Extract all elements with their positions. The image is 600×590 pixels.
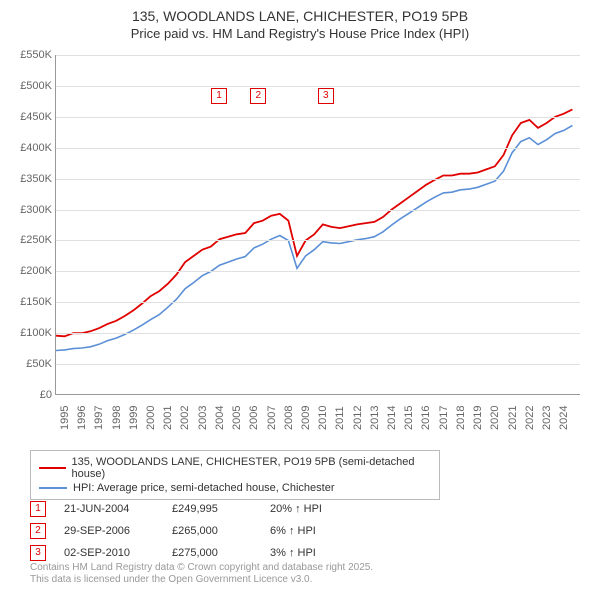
annotation-table: 1 21-JUN-2004 £249,995 20% ↑ HPI 2 29-SEP-200… (30, 498, 360, 564)
xtick-label: 2007 (266, 406, 278, 430)
xtick-label: 2003 (197, 406, 209, 430)
xtick-label: 2015 (403, 406, 415, 430)
legend-swatch (39, 487, 67, 489)
legend-row: HPI: Average price, semi-detached house,… (39, 481, 431, 495)
annotation-note: 6% ↑ HPI (270, 525, 360, 537)
gridline-h (56, 179, 580, 180)
annotation-date: 21-JUN-2004 (64, 503, 154, 515)
annotation-price: £265,000 (172, 525, 252, 537)
ytick-label: £150K (8, 296, 52, 308)
xtick-label: 2010 (317, 406, 329, 430)
ytick-label: £50K (8, 358, 52, 370)
xtick-label: 2011 (334, 406, 346, 430)
footer-attribution: Contains HM Land Registry data © Crown c… (30, 562, 373, 586)
ytick-label: £350K (8, 173, 52, 185)
ytick-label: £250K (8, 234, 52, 246)
gridline-h (56, 117, 580, 118)
gridline-h (56, 55, 580, 56)
xtick-label: 1999 (128, 406, 140, 430)
chart-title-line1: 135, WOODLANDS LANE, CHICHESTER, PO19 5P… (0, 8, 600, 24)
ytick-label: £400K (8, 142, 52, 154)
xtick-label: 2014 (386, 406, 398, 430)
xtick-label: 2022 (524, 406, 536, 430)
gridline-h (56, 210, 580, 211)
chart-lines-svg (56, 55, 581, 395)
xtick-label: 2005 (231, 406, 243, 430)
xtick-label: 2023 (541, 406, 553, 430)
annotation-row: 2 29-SEP-2006 £265,000 6% ↑ HPI (30, 520, 360, 542)
xtick-label: 1995 (59, 406, 71, 430)
ytick-label: £550K (8, 49, 52, 61)
chart-title-line2: Price paid vs. HM Land Registry's House … (0, 26, 600, 41)
ytick-label: £450K (8, 111, 52, 123)
legend-box: 135, WOODLANDS LANE, CHICHESTER, PO19 5P… (30, 450, 440, 500)
series-line (56, 126, 572, 351)
xtick-label: 2001 (162, 406, 174, 430)
xtick-label: 2021 (507, 406, 519, 430)
ytick-label: £100K (8, 327, 52, 339)
chart-plot-area: 1 2 3 (55, 55, 580, 395)
ytick-label: £500K (8, 80, 52, 92)
xtick-label: 2002 (179, 406, 191, 430)
gridline-h (56, 333, 580, 334)
gridline-h (56, 86, 580, 87)
legend-label: HPI: Average price, semi-detached house,… (73, 482, 335, 494)
annotation-row: 1 21-JUN-2004 £249,995 20% ↑ HPI (30, 498, 360, 520)
chart-marker: 1 (211, 88, 227, 104)
xtick-label: 2013 (369, 406, 381, 430)
legend-swatch (39, 467, 66, 469)
ytick-label: £0 (8, 389, 52, 401)
xtick-label: 2000 (145, 406, 157, 430)
annotation-date: 29-SEP-2006 (64, 525, 154, 537)
xtick-label: 2009 (300, 406, 312, 430)
xtick-label: 1997 (93, 406, 105, 430)
xtick-label: 2017 (438, 406, 450, 430)
legend-label: 135, WOODLANDS LANE, CHICHESTER, PO19 5P… (72, 456, 431, 480)
chart-marker: 3 (318, 88, 334, 104)
xtick-label: 2024 (558, 406, 570, 430)
xtick-label: 2016 (420, 406, 432, 430)
xtick-label: 2018 (455, 406, 467, 430)
gridline-h (56, 364, 580, 365)
gridline-h (56, 240, 580, 241)
xtick-label: 2012 (352, 406, 364, 430)
ytick-label: £200K (8, 265, 52, 277)
xtick-label: 1998 (111, 406, 123, 430)
annotation-price: £249,995 (172, 503, 252, 515)
xtick-label: 2019 (472, 406, 484, 430)
annotation-marker: 3 (30, 545, 46, 561)
gridline-h (56, 271, 580, 272)
annotation-price: £275,000 (172, 547, 252, 559)
annotation-note: 20% ↑ HPI (270, 503, 360, 515)
annotation-marker: 2 (30, 523, 46, 539)
annotation-marker: 1 (30, 501, 46, 517)
xtick-label: 2004 (214, 406, 226, 430)
footer-line2: This data is licensed under the Open Gov… (30, 574, 373, 586)
xtick-label: 1996 (76, 406, 88, 430)
annotation-note: 3% ↑ HPI (270, 547, 360, 559)
annotation-row: 3 02-SEP-2010 £275,000 3% ↑ HPI (30, 542, 360, 564)
ytick-label: £300K (8, 204, 52, 216)
gridline-h (56, 302, 580, 303)
footer-line1: Contains HM Land Registry data © Crown c… (30, 562, 373, 574)
annotation-date: 02-SEP-2010 (64, 547, 154, 559)
xtick-label: 2006 (248, 406, 260, 430)
gridline-h (56, 148, 580, 149)
chart-marker: 2 (250, 88, 266, 104)
legend-row: 135, WOODLANDS LANE, CHICHESTER, PO19 5P… (39, 455, 431, 481)
xtick-label: 2008 (283, 406, 295, 430)
xtick-label: 2020 (489, 406, 501, 430)
